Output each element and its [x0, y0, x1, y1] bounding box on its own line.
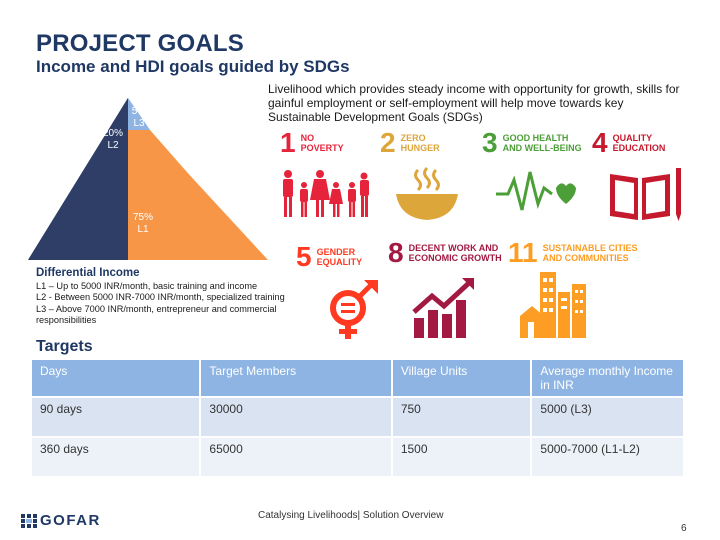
logo-mark-icon — [21, 513, 37, 528]
gender-icon — [330, 280, 378, 339]
footer-caption: Catalysing Livelihoods| Solution Overvie… — [258, 510, 444, 521]
pyramid-label-l3: 5% L3 — [131, 106, 147, 129]
logo-text: GOFAR — [40, 512, 101, 529]
targets-table: Days Target Members Village Units Averag… — [29, 358, 685, 478]
table-row: 90 days 30000 750 5000 (L3) — [29, 396, 685, 438]
page-title: PROJECT GOALS — [36, 30, 244, 57]
book-icon — [610, 168, 681, 221]
table-cell: 5000-7000 (L1-L2) — [530, 436, 685, 478]
col-header-village-units: Village Units — [390, 358, 533, 398]
growth-chart-icon — [412, 278, 474, 338]
bowl-icon — [396, 166, 458, 220]
family-icon — [283, 170, 369, 217]
targets-heading: Targets — [36, 338, 93, 355]
sdg-3: 3 GOOD HEALTH AND WELL-BEING — [482, 127, 582, 158]
sdg-11: 11 SUSTAINABLE CITIES AND COMMUNITIES — [508, 237, 638, 268]
differential-income: Differential Income L1 – Up to 5000 INR/… — [36, 267, 336, 327]
table-cell: 5000 (L3) — [530, 396, 685, 438]
page-subtitle: Income and HDI goals guided by SDGs — [36, 57, 350, 76]
sdg-4: 4 QUALITY EDUCATION — [592, 127, 666, 158]
table-cell: 90 days — [29, 396, 202, 438]
differential-heading: Differential Income — [36, 267, 140, 279]
table-cell: 65000 — [199, 436, 393, 478]
sdg-5: 5 GENDER EQUALITY — [296, 241, 363, 272]
heartbeat-icon — [496, 171, 576, 211]
sdg-2: 2 ZERO HUNGER — [380, 127, 440, 158]
city-icon — [520, 272, 586, 338]
differential-line: L2 - Between 5000 INR-7000 INR/month, sp… — [36, 292, 285, 302]
gofar-logo: GOFAR — [21, 512, 101, 529]
table-cell: 750 — [390, 396, 533, 438]
pyramid-label-l2: 20% L2 — [102, 128, 123, 151]
income-pyramid: 5% L3 20% L2 75% L1 — [28, 90, 268, 260]
differential-line: L3 – Above 7000 INR/month, entrepreneur … — [36, 303, 277, 326]
col-header-target-members: Target Members — [199, 358, 393, 398]
table-cell: 360 days — [29, 436, 202, 478]
pyramid-label-l1: 75% L1 — [132, 212, 153, 235]
sdg-8: 8 DECENT WORK AND ECONOMIC GROWTH — [388, 237, 502, 268]
page-number: 6 — [681, 523, 687, 534]
table-cell: 1500 — [390, 436, 533, 478]
col-header-days: Days — [29, 358, 202, 398]
table-cell: 30000 — [199, 396, 393, 438]
sdg-1: 1 NO POVERTY — [280, 127, 344, 158]
differential-line: L1 – Up to 5000 INR/month, basic trainin… — [36, 280, 258, 291]
table-header-row: Days Target Members Village Units Averag… — [29, 358, 685, 398]
table-row: 360 days 65000 1500 5000-7000 (L1-L2) — [29, 436, 685, 478]
sdg-description: Livelihood which provides steady income … — [268, 82, 680, 124]
col-header-avg-income: Average monthly Income in INR — [530, 358, 685, 398]
